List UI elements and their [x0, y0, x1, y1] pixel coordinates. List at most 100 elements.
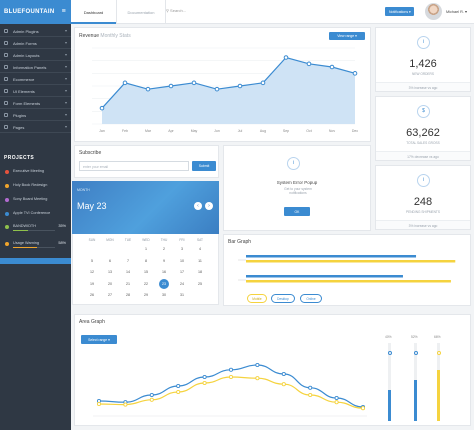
sidebar-item-admin-forms[interactable]: Admin Forms ▾	[0, 38, 71, 49]
revenue-chart: Jan Feb Mar Apr May Jun Jul Aug Sep Oct Nov Dec	[92, 47, 358, 133]
calendar-day[interactable]: 19	[90, 281, 94, 286]
calendar-day[interactable]: 25	[198, 281, 202, 286]
avatar[interactable]	[425, 3, 442, 20]
progress-label: 66%	[434, 335, 441, 339]
project-percent: 35%	[58, 224, 66, 228]
calendar-day[interactable]: 28	[126, 293, 130, 297]
tab-dashboard[interactable]: Dashboard	[71, 0, 116, 24]
bar-graph-card: Bar Graph Mobile Desktop Online	[223, 234, 471, 306]
weekday-header: THU	[160, 238, 168, 242]
legend-online[interactable]: Online	[300, 294, 322, 303]
calendar-day[interactable]: 30	[162, 293, 166, 297]
calendar-day[interactable]: 14	[126, 270, 130, 274]
stat-label: NEW ORDERS	[412, 72, 434, 76]
calendar-day[interactable]: 23	[159, 278, 169, 289]
project-item[interactable]: Usage Warning 58%	[0, 238, 71, 250]
stat-label: TOTAL SALES GROSS	[406, 141, 440, 145]
area-series-point	[228, 367, 234, 372]
calendar-day[interactable]: 22	[144, 281, 148, 286]
calendar-day[interactable]: 4	[199, 247, 201, 251]
brand-name: BLUEFOUNTAIN	[4, 9, 55, 15]
sidebar-item-admin-layouts[interactable]: Admin Layouts ▾	[0, 50, 71, 61]
calendar-day[interactable]: 2	[163, 247, 165, 251]
project-progress-fill	[13, 230, 28, 232]
notifications-button[interactable]: Notifications ▾	[385, 7, 414, 16]
user-menu[interactable]: Michael R. ▾	[446, 10, 467, 14]
calendar-day[interactable]: 27	[108, 293, 112, 297]
x-tick-label: Mar	[145, 129, 152, 133]
calendar-day[interactable]: 24	[180, 281, 184, 286]
revenue-point	[191, 80, 197, 86]
progress-handle[interactable]	[436, 351, 441, 355]
x-tick-label: Dec	[352, 129, 358, 133]
sidebar-item-information-panels[interactable]: Information Panels ▾	[0, 62, 71, 73]
email-field[interactable]: enter your email	[79, 161, 189, 171]
calendar-day[interactable]: 21	[126, 281, 130, 286]
calendar-day[interactable]: 9	[163, 258, 165, 263]
search-icon: ⚲	[166, 8, 171, 13]
project-label: BANDWIDTH	[13, 224, 36, 228]
chevron-down-icon: ▾	[64, 28, 67, 33]
revenue-point	[329, 64, 335, 70]
tab-documentation[interactable]: Documentation	[116, 0, 166, 24]
revenue-point	[145, 86, 151, 92]
next-month-button[interactable]: ›	[205, 202, 213, 210]
project-item[interactable]: BANDWIDTH 35%	[0, 221, 71, 233]
brand-logo[interactable]: BLUEFOUNTAIN ≡	[0, 0, 71, 24]
progress-handle[interactable]	[413, 351, 418, 355]
project-label: Holy Book Redesign	[13, 183, 48, 187]
calendar-day[interactable]: 1	[145, 247, 147, 251]
sidebar-item-ui-elements[interactable]: UI Elements ▾	[0, 86, 71, 97]
project-item[interactable]: Holy Book Redesign	[0, 180, 71, 192]
chevron-down-icon: ▾	[64, 112, 67, 117]
area-series-point	[228, 374, 234, 380]
calendar-day[interactable]: 3	[181, 247, 183, 251]
subscribe-button[interactable]: Submit	[192, 161, 216, 171]
weekday-header: TUE	[124, 238, 132, 242]
topbar: Dashboard Documentation ⚲ Search... Noti…	[71, 0, 474, 24]
legend-desktop[interactable]: Desktop	[271, 294, 295, 303]
project-progress-fill	[13, 247, 38, 249]
calendar-day[interactable]: 29	[144, 293, 148, 297]
calendar-day[interactable]: 26	[90, 293, 94, 297]
popup-ok-button[interactable]: OK	[284, 207, 310, 216]
calendar-day[interactable]: 5	[91, 258, 93, 263]
sidebar-item-admin-plugins[interactable]: Admin Plugins ▾	[0, 26, 71, 37]
calendar-day[interactable]: 31	[180, 293, 184, 297]
area-chart	[93, 362, 367, 417]
calendar-day[interactable]: 12	[90, 270, 94, 274]
x-tick-label: Nov	[329, 129, 335, 133]
calendar-day[interactable]: 8	[145, 258, 147, 263]
calendar-day[interactable]: 10	[180, 258, 184, 263]
calendar-day[interactable]: 7	[127, 258, 129, 263]
area-range-button[interactable]: Select range ▾	[81, 335, 117, 344]
revenue-subtitle: Monthly Stats	[100, 33, 131, 39]
stat-card: i 1,426 NEW ORDERS 3% increase vs ago	[375, 27, 471, 92]
revenue-range-button[interactable]: View range ▾	[329, 32, 365, 40]
calendar-day[interactable]: 18	[198, 270, 202, 274]
legend-mobile[interactable]: Mobile	[247, 294, 267, 303]
calendar-day[interactable]: 15	[144, 270, 148, 274]
chevron-down-icon: ▾	[64, 52, 67, 57]
stat-card: i 248 PENDING SHIPMENTS 3% increase vs ago	[375, 165, 471, 230]
prev-month-button[interactable]: ‹	[194, 202, 202, 210]
search-input[interactable]: ⚲ Search...	[166, 8, 186, 13]
calendar-day[interactable]: 17	[180, 270, 184, 274]
calendar-day[interactable]: 20	[108, 281, 112, 286]
sidebar-item-plugins[interactable]: Plugins ▾	[0, 110, 71, 121]
weekday-header: FRI	[179, 238, 185, 242]
sidebar-item-pages[interactable]: Pages ▾	[0, 122, 71, 133]
menu-icon[interactable]: ≡	[61, 8, 66, 15]
calendar-day[interactable]: 11	[198, 258, 202, 263]
project-item[interactable]: Apple TVI Conference	[0, 208, 71, 220]
calendar-day[interactable]: 16	[162, 270, 166, 274]
calendar-day[interactable]: 13	[108, 270, 112, 274]
stat-card: $63,262 TOTAL SALES GROSS 17% decrease vs …	[375, 96, 471, 161]
sidebar-item-form-elements[interactable]: Form Elements ▾	[0, 98, 71, 109]
progress-handle[interactable]	[387, 351, 392, 355]
calendar-day[interactable]: 6	[109, 258, 111, 263]
x-tick-label: Sep	[283, 129, 289, 133]
project-item[interactable]: Executive Meeting	[0, 166, 71, 178]
project-item[interactable]: Sony Board Meeting	[0, 194, 71, 206]
sidebar-item-ecommerce[interactable]: Ecommerce ▾	[0, 74, 71, 85]
